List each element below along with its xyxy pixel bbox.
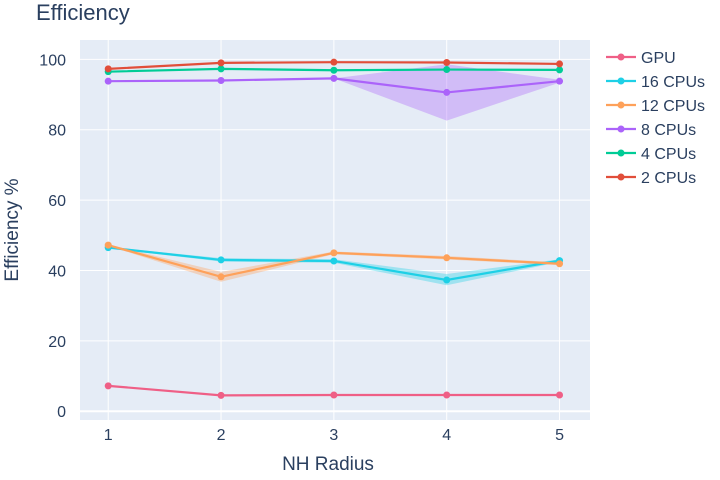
point-series-3 — [556, 77, 564, 85]
legend-label: 2 CPUs — [641, 170, 696, 187]
point-series-1 — [217, 256, 225, 264]
point-series-3 — [330, 74, 338, 82]
legend-swatch-marker — [617, 101, 625, 109]
point-series-1 — [330, 257, 338, 265]
band-series-1 — [108, 246, 560, 286]
legend-item[interactable]: 4 CPUs — [606, 146, 696, 163]
legend-swatch-marker — [617, 149, 625, 157]
point-series-2 — [443, 254, 451, 262]
legend[interactable]: GPU 16 CPUs 12 CPUs 8 CPUs 4 CPUs 2 CPUs — [606, 50, 705, 187]
point-series-5 — [330, 58, 338, 66]
y-tick-label: 0 — [57, 404, 66, 421]
point-series-4 — [217, 65, 225, 73]
point-series-0 — [330, 391, 338, 399]
grid-lines — [80, 40, 590, 420]
point-series-2 — [556, 260, 564, 268]
legend-label: GPU — [641, 50, 676, 67]
y-tick-label: 60 — [48, 193, 66, 210]
point-series-2 — [217, 273, 225, 281]
y-tick-label: 80 — [48, 123, 66, 140]
legend-item[interactable]: 12 CPUs — [606, 98, 705, 115]
legend-item[interactable]: 8 CPUs — [606, 122, 696, 139]
x-tick-label: 5 — [555, 427, 564, 444]
legend-item[interactable]: GPU — [606, 50, 676, 67]
band-series-2 — [108, 244, 560, 282]
legend-swatch-marker — [617, 77, 625, 85]
series-points — [104, 58, 564, 399]
y-axis-title: Efficiency % — [2, 178, 23, 281]
x-tick-label: 2 — [217, 427, 226, 444]
x-tick-labels: 1 2 3 4 5 — [104, 427, 564, 444]
legend-swatch-marker — [617, 125, 625, 133]
point-series-3 — [217, 76, 225, 84]
legend-swatch-marker — [617, 173, 625, 181]
point-series-2 — [104, 241, 112, 249]
point-series-0 — [556, 391, 564, 399]
x-axis-title: NH Radius — [282, 454, 374, 475]
point-series-0 — [443, 391, 451, 399]
legend-label: 16 CPUs — [641, 74, 705, 91]
plot-area — [80, 40, 590, 420]
point-series-1 — [443, 276, 451, 284]
point-series-5 — [104, 65, 112, 73]
point-series-5 — [217, 59, 225, 67]
point-series-4 — [330, 66, 338, 74]
point-series-5 — [556, 60, 564, 68]
point-series-3 — [443, 88, 451, 96]
point-series-3 — [104, 77, 112, 85]
legend-label: 4 CPUs — [641, 146, 696, 163]
legend-item[interactable]: 2 CPUs — [606, 170, 696, 187]
y-tick-label: 20 — [48, 334, 66, 351]
legend-label: 8 CPUs — [641, 122, 696, 139]
point-series-2 — [330, 249, 338, 257]
point-series-0 — [104, 382, 112, 390]
point-series-5 — [443, 59, 451, 67]
point-series-4 — [556, 66, 564, 74]
confidence-bands — [108, 62, 560, 396]
legend-swatch-marker — [617, 53, 625, 61]
x-tick-label: 3 — [329, 427, 338, 444]
chart-title: Efficiency — [36, 0, 130, 25]
band-series-3 — [108, 64, 560, 121]
legend-label: 12 CPUs — [641, 98, 705, 115]
y-tick-labels: 0 20 40 60 80 100 — [39, 52, 66, 421]
point-series-0 — [217, 391, 225, 399]
legend-item[interactable]: 16 CPUs — [606, 74, 705, 91]
y-tick-label: 100 — [39, 52, 66, 69]
y-tick-label: 40 — [48, 263, 66, 280]
point-series-4 — [443, 66, 451, 74]
x-tick-label: 1 — [104, 427, 113, 444]
x-tick-label: 4 — [442, 427, 451, 444]
